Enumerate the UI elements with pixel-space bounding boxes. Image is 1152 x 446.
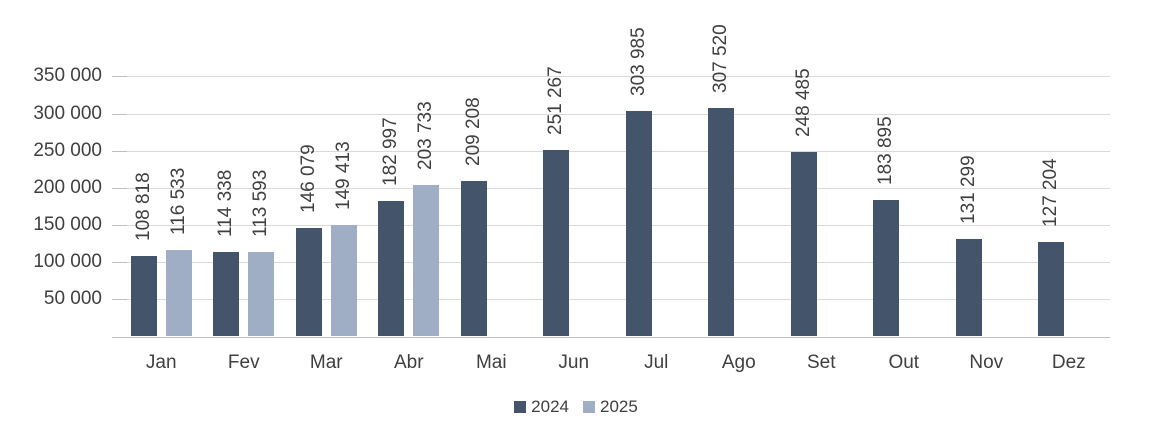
y-axis-tick (112, 299, 127, 301)
data-label-2024-dez: 127 204 (1040, 158, 1062, 227)
legend-item-2024[interactable]: 2024 (514, 398, 569, 416)
data-label-2025-abr: 203 733 (415, 101, 437, 171)
gridline-50000 (120, 299, 1110, 301)
bar-2024-ago[interactable] (708, 108, 735, 337)
data-label-2024-ago: 307 520 (710, 24, 732, 93)
bar-2024-mai[interactable] (460, 181, 487, 337)
y-axis-tick-label: 150 000 (33, 214, 102, 236)
x-axis-label-mai: Mai (475, 352, 507, 373)
bar-2024-mar[interactable] (295, 227, 322, 337)
data-label-2024-mai: 209 208 (462, 97, 484, 167)
x-axis-label-dez: Dez (1051, 352, 1086, 373)
data-label-2024-jan: 108 818 (132, 171, 154, 241)
x-axis-label-abr: Abr (393, 352, 424, 373)
bar-2024-out[interactable] (873, 199, 900, 337)
data-label-2024-out: 183 895 (875, 116, 897, 185)
bar-2025-mar[interactable] (330, 225, 357, 337)
y-axis-tick (112, 187, 127, 189)
x-axis-label-jan: Jan (145, 352, 177, 373)
legend-label-2025: 2025 (600, 397, 638, 416)
legend-label-2024: 2024 (531, 397, 569, 416)
y-axis-tick-label: 100 000 (33, 251, 102, 273)
y-axis-tick-label: 250 000 (33, 139, 102, 161)
data-label-2024-jun: 251 267 (545, 66, 567, 135)
x-axis-label-fev: Fev (227, 352, 260, 373)
y-axis-tick-label: 350 000 (33, 65, 102, 87)
x-axis-label-out: Out (888, 352, 920, 373)
bar-2024-jul[interactable] (625, 110, 652, 337)
data-label-2025-jan: 116 533 (167, 167, 189, 235)
bar-2024-fev[interactable] (213, 251, 240, 337)
bar-2024-abr[interactable] (378, 200, 405, 337)
y-axis-tick (112, 150, 127, 152)
bar-2024-set[interactable] (790, 151, 817, 337)
y-axis-tick-label: 200 000 (33, 176, 102, 198)
gridline-200000 (120, 187, 1110, 189)
y-axis-tick (112, 262, 127, 264)
bar-2024-nov[interactable] (955, 238, 982, 337)
y-axis-tick (112, 113, 127, 115)
data-label-2024-set: 248 485 (792, 68, 814, 137)
data-label-2024-abr: 182 997 (380, 116, 402, 186)
y-axis-tick-label: 50 000 (43, 288, 102, 310)
bar-2024-dez[interactable] (1038, 241, 1065, 337)
x-axis-label-jun: Jun (558, 352, 590, 373)
x-axis-label-jul: Jul (644, 352, 669, 373)
x-axis-label-ago: Ago (721, 352, 756, 373)
x-axis-label-set: Set (806, 352, 836, 373)
bar-2025-fev[interactable] (248, 252, 275, 337)
x-axis-label-nov: Nov (969, 352, 1004, 373)
data-label-2025-fev: 113 593 (250, 169, 272, 238)
data-label-2025-mar: 149 413 (332, 141, 354, 211)
bar-2025-jan[interactable] (165, 249, 192, 337)
legend-swatch-2025-icon (583, 401, 595, 413)
gridline-350000 (120, 76, 1110, 78)
legend-item-2025[interactable]: 2025 (583, 398, 638, 416)
data-label-2024-fev: 114 338 (215, 169, 237, 237)
gridline-100000 (120, 262, 1110, 264)
bar-2025-abr[interactable] (413, 185, 440, 337)
chart-legend: 2024 2025 (0, 398, 1152, 416)
y-axis-tick (112, 76, 127, 78)
gridline-300000 (120, 113, 1110, 115)
y-axis-tick (112, 225, 127, 227)
x-axis-label-mar: Mar (309, 352, 343, 373)
data-label-2024-jul: 303 985 (627, 26, 649, 96)
bar-2024-jun[interactable] (543, 149, 570, 337)
gridline-150000 (120, 225, 1110, 227)
gridline-250000 (120, 150, 1110, 152)
data-label-2024-nov: 131 299 (957, 155, 979, 224)
x-axis-line (112, 336, 1110, 338)
legend-swatch-2024-icon (514, 401, 527, 413)
data-label-2024-mar: 146 079 (297, 144, 319, 213)
y-axis-tick-label: 300 000 (33, 102, 102, 124)
bar-2024-jan[interactable] (130, 255, 157, 337)
